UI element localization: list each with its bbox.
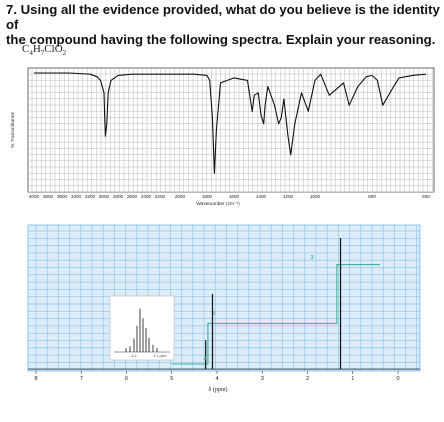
ir-x-tick-label: 3400 [71, 194, 82, 199]
nmr-x-tick-label: 5 [170, 376, 173, 382]
nmr-x-axis-label: δ (ppm) [209, 386, 228, 393]
nmr-integral-label: 3 [310, 255, 313, 261]
nmr-x-tick-label: 3 [261, 376, 264, 382]
ir-x-tick-label: 600 [422, 194, 430, 199]
nmr-x-tick-label: 2 [306, 376, 309, 382]
ir-x-tick-label: 1800 [202, 194, 213, 199]
nmr-inset-tick-label: 4.1 ppm [154, 354, 167, 358]
ir-x-tick-label: 4000 [29, 194, 40, 199]
nmr-x-tick-label: 6 [125, 376, 128, 382]
molecular-formula: C4H7ClO2 [22, 43, 67, 58]
nmr-integral-curve [171, 264, 380, 365]
ir-x-tick-label: 3800 [43, 194, 54, 199]
ir-x-tick-label: 800 [368, 194, 376, 199]
ir-transmittance-trace [34, 72, 427, 174]
nmr-spectrum: 2 2 3 4.2 4.1 ppm 8 7 6 5 4 3 2 1 0 δ (ppm) [27, 224, 421, 393]
nmr-inset-frame [109, 295, 175, 361]
nmr-x-tick-label: 4 [215, 376, 218, 382]
ir-x-tick-label: 1000 [310, 194, 321, 199]
ir-spectrum: 4000 3800 3600 3400 3200 3000 2800 2600 2400 2200… [10, 67, 435, 207]
nmr-integral-label: 2 [203, 356, 206, 362]
nmr-x-tick-label: 0 [396, 376, 399, 382]
ir-x-tick-label: 1200 [283, 194, 294, 199]
nmr-inset-tick-label: 4.2 [132, 354, 137, 358]
question-line-1: 7. Using all the evidence provided, what… [6, 2, 440, 32]
ir-x-tick-label: 2400 [141, 194, 152, 199]
ir-x-tick-label: 2600 [127, 194, 138, 199]
nmr-x-tick-label: 7 [80, 376, 83, 382]
nmr-x-tick-label: 8 [34, 376, 37, 382]
nmr-plot-frame [27, 224, 421, 372]
ir-x-tick-label: 2800 [113, 194, 124, 199]
nmr-x-tick-label: 1 [351, 376, 354, 382]
question-line-2: the compound having the following spectr… [6, 32, 436, 47]
nmr-integral-label: 2 [212, 311, 215, 317]
ir-x-tick-label: 3000 [99, 194, 110, 199]
ir-x-tick-label: 2200 [155, 194, 166, 199]
ir-x-tick-label: 3200 [85, 194, 96, 199]
ir-x-tick-label: 2000 [175, 194, 186, 199]
ir-x-axis-label: Wavenumber (cm⁻¹) [196, 201, 240, 207]
ir-x-tick-label: 1400 [256, 194, 267, 199]
ir-x-tick-label: 1600 [229, 194, 240, 199]
question-text: 7. Using all the evidence provided, what… [6, 2, 440, 47]
ir-y-axis-label: % Transmittance [10, 112, 16, 148]
ir-x-tick-label: 3600 [57, 194, 68, 199]
